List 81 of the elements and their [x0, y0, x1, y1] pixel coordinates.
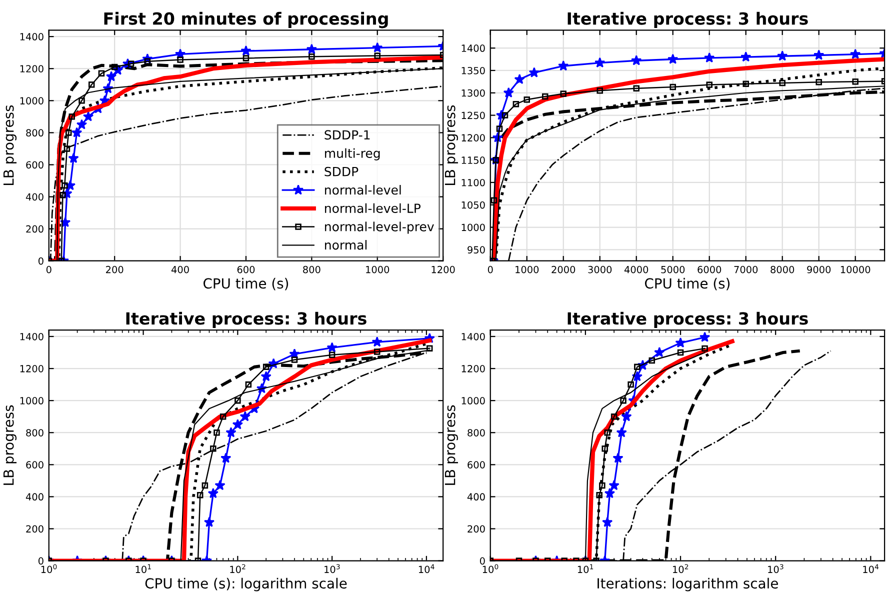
y-tick-label: 1400 [20, 332, 44, 340]
x-tick-label: 10$^{1}$ [578, 564, 594, 574]
x-tick-label: 10$^{0}$ [482, 564, 498, 574]
y-tick-label: 800 [26, 429, 44, 436]
y-axis-title: LB progress [444, 405, 458, 485]
x-tick-label: 10$^{1}$ [136, 564, 151, 574]
y-tick-label: 0 [480, 557, 485, 565]
x-tick-label: 1000 [366, 266, 390, 274]
x-axis-title: CPU time (s): logarithm scale [145, 578, 347, 592]
x-tick-label: 200 [106, 266, 124, 274]
y-tick-label: 400 [26, 493, 44, 501]
x-tick-label: 1000 [516, 266, 539, 274]
x-tick-label: 10000 [840, 266, 870, 274]
y-axis-title: LB progress [4, 105, 17, 185]
x-tick-label: 0 [46, 266, 52, 274]
x-tick-label: 1200 [432, 266, 455, 274]
x-tick-label: 10$^{0}$ [41, 564, 57, 574]
y-tick-label: 600 [26, 461, 44, 468]
y-tick-label: 400 [26, 193, 44, 201]
x-tick-label: 7000 [734, 266, 758, 274]
x-tick-label: 2000 [552, 266, 576, 274]
y-tick-label: 400 [467, 493, 485, 501]
y-tick-label: 1150 [462, 156, 485, 164]
y-tick-label: 1000 [462, 224, 485, 232]
x-tick-label: 10$^{3}$ [768, 564, 784, 574]
x-tick-label: 10$^{2}$ [673, 564, 688, 574]
y-tick-label: 800 [26, 129, 44, 137]
y-axis-title: LB progress [4, 405, 17, 485]
y-tick-label: 800 [468, 429, 485, 436]
y-tick-label: 1050 [462, 201, 485, 209]
y-tick-label: 1400 [462, 44, 485, 52]
legend-label: normal [325, 240, 367, 250]
y-tick-label: 1200 [20, 65, 44, 72]
x-tick-label: 10$^{4}$ [418, 564, 434, 574]
x-tick-label: 400 [171, 266, 189, 274]
y-tick-label: 600 [26, 161, 44, 169]
y-tick-label: 1000 [20, 397, 44, 404]
legend-label: normal-level-LP [325, 203, 421, 213]
y-tick-label: 1200 [462, 365, 485, 372]
legend-label: SDDP-1 [324, 130, 370, 140]
y-tick-label: 1000 [20, 97, 44, 104]
x-tick-label: 6000 [698, 266, 722, 274]
y-tick-label: 1350 [462, 66, 485, 74]
chart-title: First 20 minutes of processing [104, 12, 388, 28]
y-tick-label: 1200 [462, 134, 485, 142]
x-tick-label: 3000 [588, 266, 612, 274]
y-tick-label: 200 [26, 525, 44, 533]
y-tick-label: 600 [468, 461, 485, 468]
y-tick-label: 950 [468, 246, 485, 254]
y-tick-label: 0 [38, 257, 44, 265]
y-tick-label: 1250 [462, 112, 485, 120]
x-tick-label: 800 [303, 266, 320, 274]
y-tick-label: 1100 [462, 178, 485, 186]
chart-title: Iterative process: 3 hours [568, 12, 808, 28]
y-tick-label: 1400 [462, 332, 485, 340]
x-tick-label: 10$^{3}$ [324, 564, 340, 574]
legend-label: multi-reg [325, 148, 380, 160]
y-axis-title: LB progress [444, 105, 458, 185]
legend-label: normal-level-prev [325, 222, 434, 234]
y-tick-label: 1400 [20, 33, 44, 40]
x-axis-title: CPU time (s) [644, 278, 730, 290]
chart-title: Iterative process: 3 hours [568, 312, 808, 328]
x-axis-title: CPU time (s) [204, 278, 288, 290]
y-tick-label: 1000 [462, 397, 485, 404]
y-tick-label: 1200 [20, 365, 44, 372]
x-tick-label: 10$^{4}$ [863, 564, 879, 574]
chart-title: Iterative process: 3 hours [126, 312, 366, 328]
x-tick-label: 10$^{2}$ [230, 564, 246, 574]
legend-label: SDDP [324, 166, 358, 176]
x-tick-label: 600 [237, 266, 255, 274]
y-tick-label: 200 [468, 525, 485, 533]
x-tick-label: 0 [488, 266, 493, 274]
x-tick-label: 9000 [807, 266, 831, 274]
x-tick-label: 4000 [624, 266, 648, 274]
y-tick-label: 200 [26, 225, 44, 233]
x-tick-label: 8000 [770, 266, 794, 274]
x-tick-label: 5000 [661, 266, 685, 274]
x-axis-title: Iterations: logarithm scale [598, 578, 778, 592]
y-tick-label: 0 [38, 557, 44, 565]
legend-label: normal-level [325, 184, 401, 195]
y-tick-label: 1300 [462, 89, 485, 97]
